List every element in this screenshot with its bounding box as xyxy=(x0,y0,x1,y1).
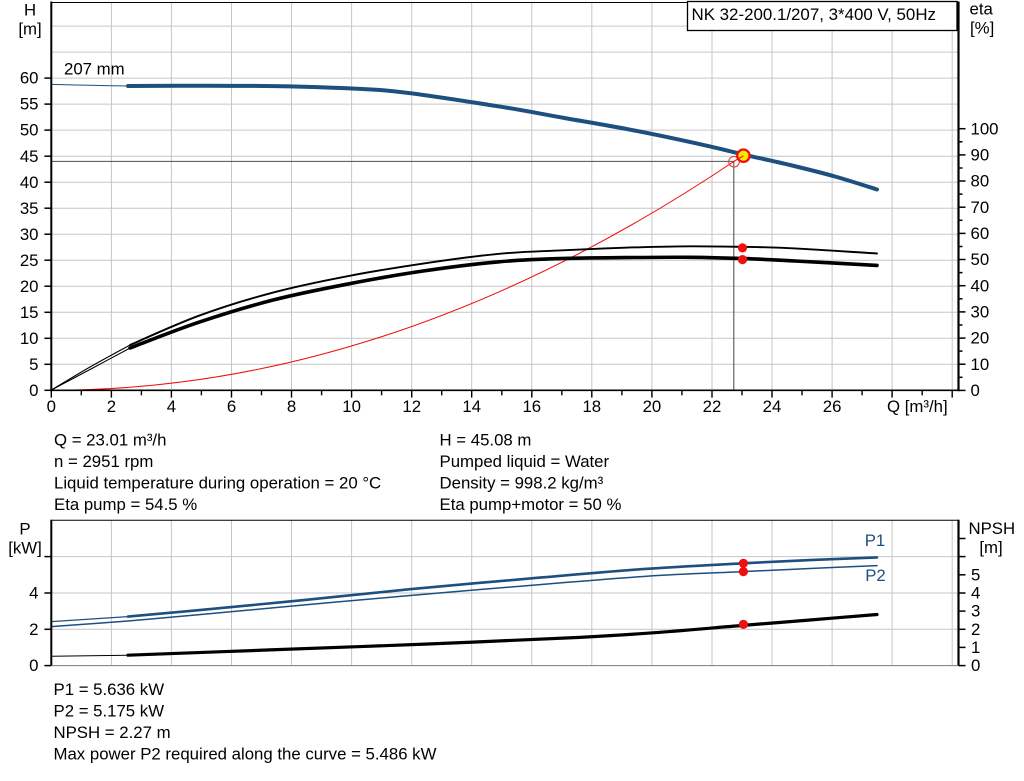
svg-text:4: 4 xyxy=(167,397,176,416)
svg-text:Liquid temperature during oper: Liquid temperature during operation = 20… xyxy=(54,474,381,493)
svg-text:20: 20 xyxy=(643,397,662,416)
svg-text:2: 2 xyxy=(29,620,38,639)
svg-text:45: 45 xyxy=(20,147,39,166)
svg-text:2: 2 xyxy=(107,397,116,416)
svg-text:Density = 998.2 kg/m³: Density = 998.2 kg/m³ xyxy=(440,474,604,493)
svg-text:1: 1 xyxy=(971,638,980,657)
svg-text:18: 18 xyxy=(582,397,601,416)
svg-text:90: 90 xyxy=(971,146,990,165)
svg-text:0: 0 xyxy=(29,381,38,400)
svg-text:20: 20 xyxy=(20,277,39,296)
svg-text:Pumped liquid = Water: Pumped liquid = Water xyxy=(440,452,610,471)
svg-text:10: 10 xyxy=(342,397,361,416)
svg-text:50: 50 xyxy=(20,121,39,140)
svg-text:10: 10 xyxy=(971,355,990,374)
svg-text:0: 0 xyxy=(47,397,56,416)
svg-text:100: 100 xyxy=(971,119,999,138)
svg-text:[m]: [m] xyxy=(979,538,1002,557)
svg-text:30: 30 xyxy=(971,303,990,322)
svg-text:[m]: [m] xyxy=(18,20,41,39)
svg-text:22: 22 xyxy=(703,397,722,416)
svg-text:80: 80 xyxy=(971,172,990,191)
svg-text:[%]: [%] xyxy=(970,19,994,38)
svg-text:n = 2951 rpm: n = 2951 rpm xyxy=(54,452,153,471)
svg-text:P1: P1 xyxy=(865,531,886,550)
svg-text:24: 24 xyxy=(763,397,782,416)
svg-text:25: 25 xyxy=(20,251,39,270)
svg-text:Eta pump = 54.5 %: Eta pump = 54.5 % xyxy=(54,495,197,514)
svg-text:35: 35 xyxy=(20,199,39,218)
svg-text:70: 70 xyxy=(971,198,990,217)
svg-text:Q [m³/h]: Q [m³/h] xyxy=(887,397,948,416)
svg-text:207 mm: 207 mm xyxy=(64,59,125,78)
svg-text:30: 30 xyxy=(20,225,39,244)
svg-text:6: 6 xyxy=(227,397,236,416)
svg-text:60: 60 xyxy=(20,69,39,88)
svg-text:H: H xyxy=(24,1,36,20)
svg-text:H = 45.08 m: H = 45.08 m xyxy=(440,431,532,450)
svg-text:26: 26 xyxy=(823,397,842,416)
svg-text:8: 8 xyxy=(287,397,296,416)
svg-text:12: 12 xyxy=(402,397,421,416)
svg-text:0: 0 xyxy=(29,656,38,675)
svg-text:3: 3 xyxy=(971,602,980,621)
svg-text:Q = 23.01 m³/h: Q = 23.01 m³/h xyxy=(54,431,166,450)
svg-text:P2 = 5.175 kW: P2 = 5.175 kW xyxy=(54,702,165,721)
svg-text:0: 0 xyxy=(971,381,980,400)
svg-text:14: 14 xyxy=(462,397,481,416)
svg-text:40: 40 xyxy=(20,173,39,192)
svg-text:4: 4 xyxy=(971,584,980,603)
svg-text:P: P xyxy=(19,520,30,539)
svg-text:15: 15 xyxy=(20,303,39,322)
svg-text:50: 50 xyxy=(971,250,990,269)
svg-text:2: 2 xyxy=(971,620,980,639)
svg-text:NPSH = 2.27 m: NPSH = 2.27 m xyxy=(54,723,171,742)
svg-text:60: 60 xyxy=(971,224,990,243)
svg-text:55: 55 xyxy=(20,95,39,114)
svg-text:NPSH: NPSH xyxy=(969,519,1016,538)
svg-text:P2: P2 xyxy=(865,566,886,585)
svg-text:Max power P2 required along th: Max power P2 required along the curve = … xyxy=(54,745,437,764)
svg-text:[kW]: [kW] xyxy=(8,539,42,558)
svg-text:5: 5 xyxy=(971,565,980,584)
svg-text:20: 20 xyxy=(971,329,990,348)
svg-text:10: 10 xyxy=(20,329,39,348)
svg-text:eta: eta xyxy=(970,0,994,19)
svg-text:5: 5 xyxy=(29,355,38,374)
svg-text:16: 16 xyxy=(522,397,541,416)
svg-text:0: 0 xyxy=(971,656,980,675)
svg-text:40: 40 xyxy=(971,276,990,295)
svg-text:P1 = 5.636 kW: P1 = 5.636 kW xyxy=(54,680,165,699)
svg-text:4: 4 xyxy=(29,584,38,603)
svg-text:NK 32-200.1/207, 3*400 V, 50Hz: NK 32-200.1/207, 3*400 V, 50Hz xyxy=(692,5,936,24)
svg-text:Eta pump+motor = 50 %: Eta pump+motor = 50 % xyxy=(440,495,622,514)
